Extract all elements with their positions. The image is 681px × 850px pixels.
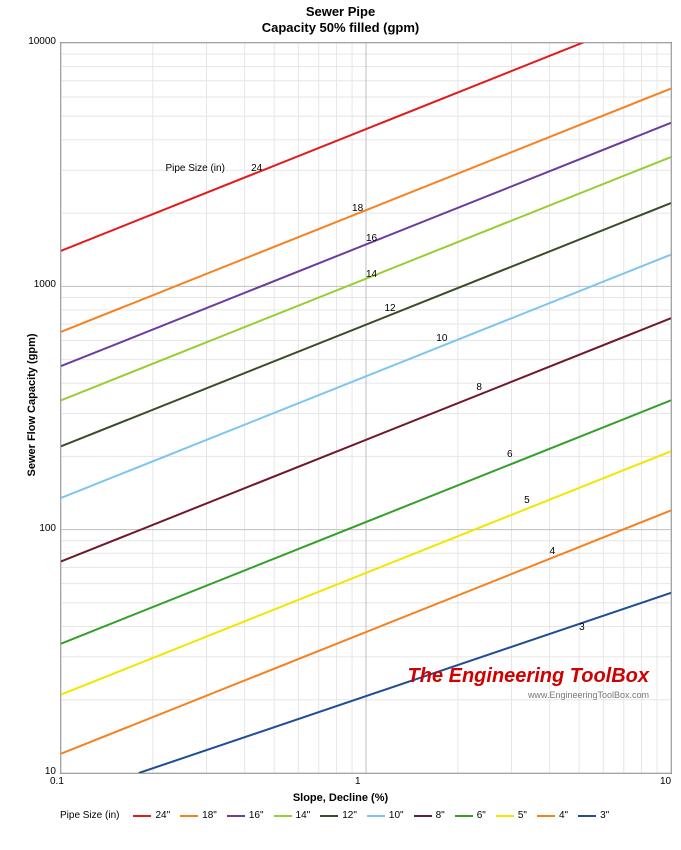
legend-label: 10" bbox=[389, 810, 404, 821]
legend-label: 4" bbox=[559, 810, 568, 821]
plot-svg bbox=[61, 43, 671, 773]
legend-swatch bbox=[227, 815, 245, 817]
legend-label: 14" bbox=[296, 810, 311, 821]
legend-label: 24" bbox=[155, 810, 170, 821]
series-inline-label: 5 bbox=[524, 495, 530, 506]
legend-item: 6" bbox=[455, 810, 486, 821]
legend-item: 10" bbox=[367, 810, 404, 821]
legend-label: 3" bbox=[600, 810, 609, 821]
y-tick-label: 10000 bbox=[28, 36, 56, 47]
legend-swatch bbox=[537, 815, 555, 817]
legend-title: Pipe Size (in) bbox=[60, 810, 119, 821]
legend-item: 14" bbox=[274, 810, 311, 821]
legend-swatch bbox=[274, 815, 292, 817]
legend: Pipe Size (in) 24" 18" 16" 14" 12" 10" 8" 6" 5" 4… bbox=[60, 810, 670, 821]
series-inline-label: 24 bbox=[251, 163, 262, 174]
x-tick-label: 10 bbox=[660, 776, 671, 787]
legend-item: 24" bbox=[133, 810, 170, 821]
x-axis-label: Slope, Decline (%) bbox=[0, 792, 681, 804]
legend-label: 6" bbox=[477, 810, 486, 821]
legend-label: 5" bbox=[518, 810, 527, 821]
plot-area: 24 18 16 14 12 10 8 6 5 4 3 Pipe Size (in) The Engi… bbox=[60, 42, 672, 774]
legend-item: 4" bbox=[537, 810, 568, 821]
series-inline-label: 12 bbox=[385, 303, 396, 314]
legend-item: 16" bbox=[227, 810, 264, 821]
legend-swatch bbox=[367, 815, 385, 817]
legend-swatch bbox=[455, 815, 473, 817]
series-inline-label: 6 bbox=[507, 449, 513, 460]
series-inline-label: 16 bbox=[366, 233, 377, 244]
series-inline-label: 4 bbox=[550, 546, 556, 557]
watermark-text: The Engineering ToolBox bbox=[408, 665, 649, 688]
legend-label: 18" bbox=[202, 810, 217, 821]
y-tick-label: 1000 bbox=[34, 279, 56, 290]
legend-item: 3" bbox=[578, 810, 609, 821]
y-tick-label: 100 bbox=[39, 523, 56, 534]
legend-swatch bbox=[320, 815, 338, 817]
legend-item: 12" bbox=[320, 810, 357, 821]
watermark-subtext: www.EngineeringToolBox.com bbox=[528, 690, 649, 700]
legend-swatch bbox=[180, 815, 198, 817]
legend-swatch bbox=[496, 815, 514, 817]
y-axis-label: Sewer Flow Capacity (gpm) bbox=[26, 325, 38, 485]
x-tick-label: 1 bbox=[355, 776, 361, 787]
legend-swatch bbox=[414, 815, 432, 817]
series-inline-label: 18 bbox=[352, 203, 363, 214]
legend-swatch bbox=[133, 815, 151, 817]
x-tick-label: 0.1 bbox=[50, 776, 64, 787]
series-inline-label: 3 bbox=[579, 622, 585, 633]
legend-label: 8" bbox=[436, 810, 445, 821]
series-inline-label: 10 bbox=[436, 333, 447, 344]
series-inline-label: 14 bbox=[366, 269, 377, 280]
legend-item: 8" bbox=[414, 810, 445, 821]
legend-item: 5" bbox=[496, 810, 527, 821]
legend-label: 12" bbox=[342, 810, 357, 821]
chart-title-line1: Sewer Pipe bbox=[0, 4, 681, 19]
chart-title-line2: Capacity 50% filled (gpm) bbox=[0, 20, 681, 35]
series-inline-label: Pipe Size (in) bbox=[165, 163, 224, 174]
y-tick-label: 10 bbox=[45, 766, 56, 777]
legend-label: 16" bbox=[249, 810, 264, 821]
chart-container: Sewer Pipe Capacity 50% filled (gpm) Sew… bbox=[0, 0, 681, 850]
legend-item: 18" bbox=[180, 810, 217, 821]
legend-swatch bbox=[578, 815, 596, 817]
series-inline-label: 8 bbox=[476, 382, 482, 393]
